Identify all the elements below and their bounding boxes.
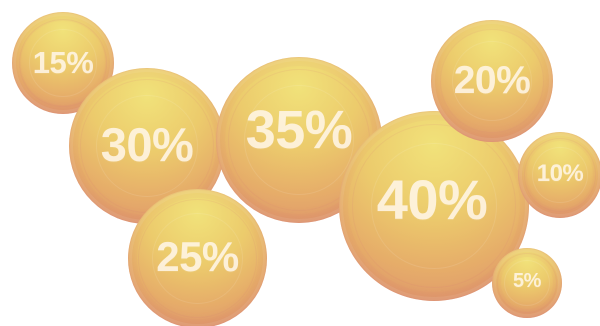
bubble-15-percent: 15% <box>12 12 114 114</box>
bubble-label-25-percent: 25% <box>156 232 239 280</box>
bubble-label-40-percent: 40% <box>376 168 488 231</box>
bubble-20-percent: 20% <box>431 20 553 142</box>
bubble-label-35-percent: 35% <box>245 100 353 160</box>
bubble-label-30-percent: 30% <box>100 117 194 171</box>
bubble-label-5-percent: 5% <box>513 270 541 292</box>
bubble-25-percent: 25% <box>128 189 267 326</box>
bubble-label-15-percent: 15% <box>32 44 94 80</box>
bubble-5-percent: 5% <box>492 248 562 318</box>
bubble-10-percent: 10% <box>518 132 600 218</box>
bubble-label-20-percent: 20% <box>453 58 531 102</box>
bubble-label-10-percent: 10% <box>536 160 584 187</box>
